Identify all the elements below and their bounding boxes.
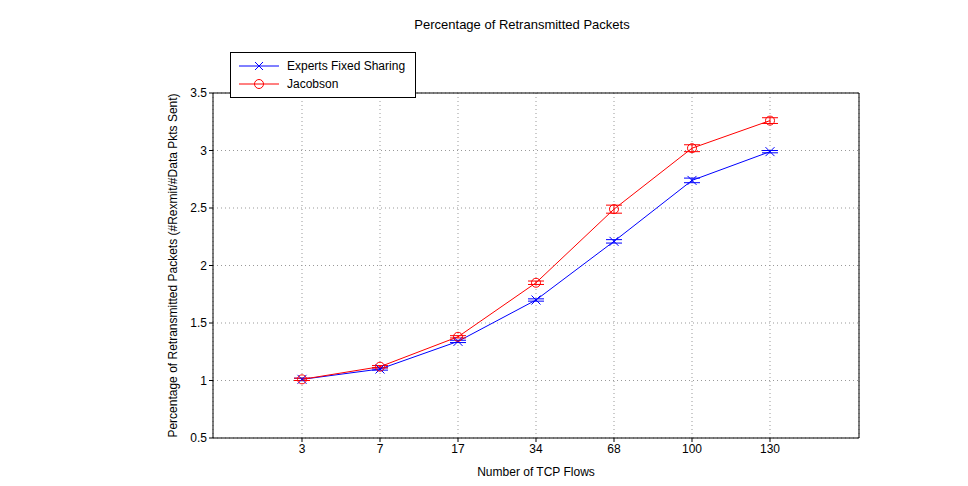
svg-text:17: 17 [451, 442, 465, 456]
svg-text:3: 3 [299, 442, 306, 456]
svg-text:34: 34 [529, 442, 543, 456]
svg-text:Percentage of Retransmitted Pa: Percentage of Retransmitted Packets (#Re… [166, 93, 180, 437]
svg-text:3.5: 3.5 [190, 86, 207, 100]
svg-text:130: 130 [760, 442, 780, 456]
svg-text:1: 1 [200, 374, 207, 388]
svg-text:2.5: 2.5 [190, 201, 207, 215]
svg-text:7: 7 [377, 442, 384, 456]
svg-text:1.5: 1.5 [190, 316, 207, 330]
html-text:Jacobson: Jacobson [287, 77, 339, 91]
html-text:Percentage of Retransmitted Pa: Percentage of Retransmitted Packets [414, 17, 630, 32]
svg-text:100: 100 [682, 442, 702, 456]
svg-text:2: 2 [200, 259, 207, 273]
svg-text:Number of TCP Flows: Number of TCP Flows [477, 465, 595, 478]
svg-text:68: 68 [607, 442, 621, 456]
html-text:Experts Fixed Sharing: Experts Fixed Sharing [287, 59, 406, 73]
svg-text:0.5: 0.5 [190, 431, 207, 445]
svg-text:3: 3 [200, 144, 207, 158]
